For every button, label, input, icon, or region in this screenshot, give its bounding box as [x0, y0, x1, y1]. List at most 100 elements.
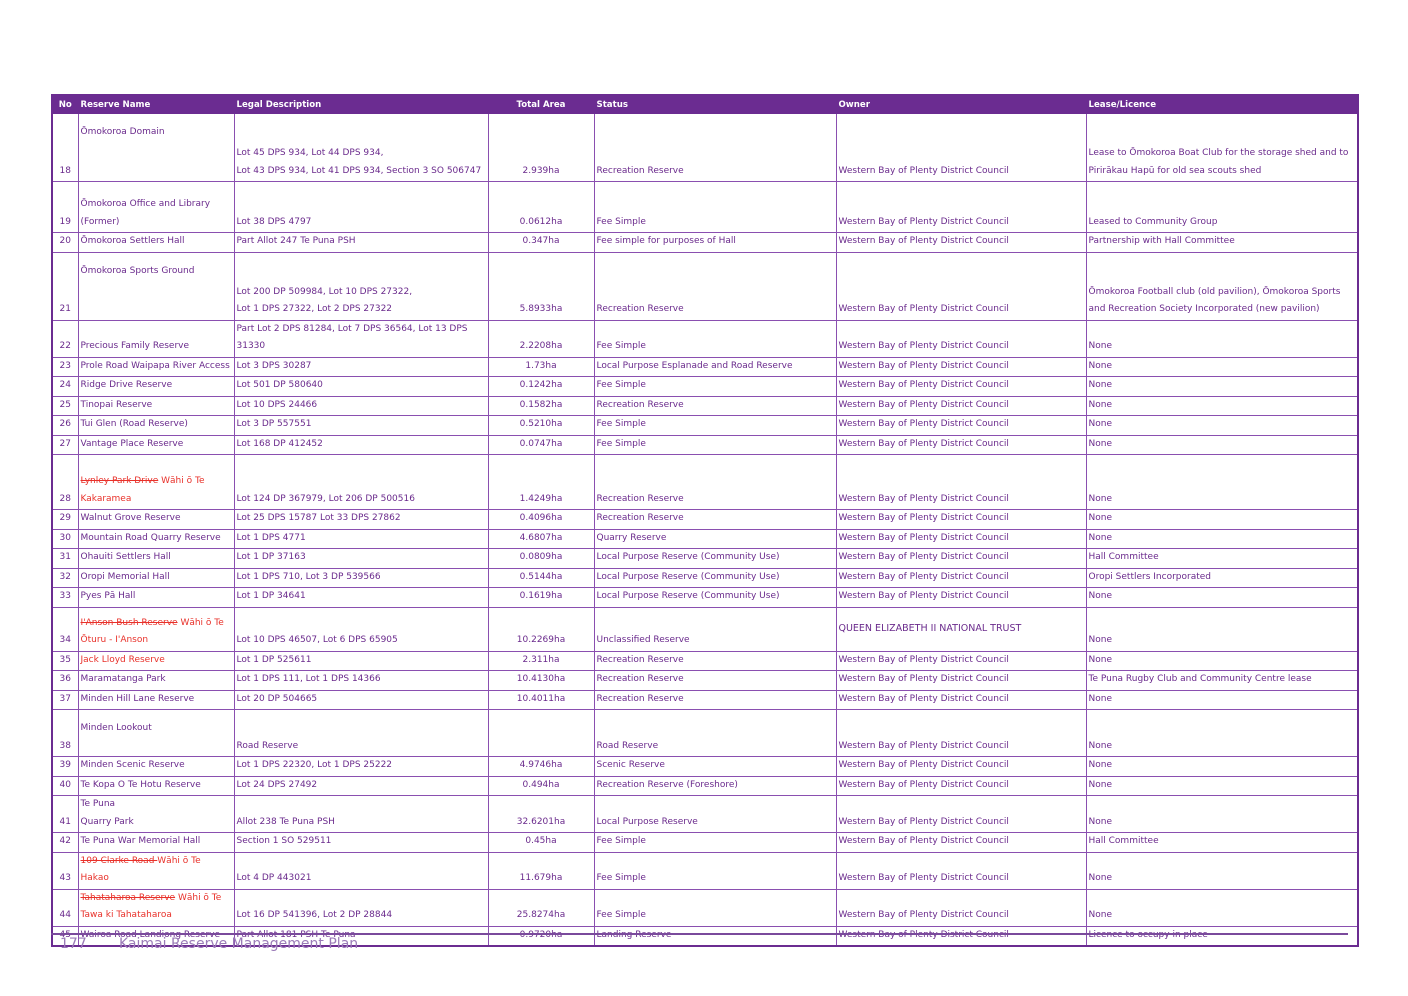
cell-name: Te Kopa O Te Hotu Reserve	[77, 775, 235, 796]
cell-text: 0.5210ha	[519, 419, 563, 429]
cell-area: 0.0612ha	[487, 181, 595, 233]
cell-area: 1.73ha	[487, 356, 595, 377]
cell-status: Recreation Reserve	[593, 509, 837, 530]
cell-legal: Lot 10 DPS 24466	[233, 395, 489, 416]
cell-lease: Leased to Community Group	[1085, 181, 1359, 233]
cell-text: None	[1088, 341, 1112, 351]
cell-owner: Western Bay of Plenty District Council	[835, 775, 1087, 796]
cell-text: Local Purpose Reserve	[596, 816, 698, 827]
cell-text: Lot 10 DPS 46507, Lot 6 DPS 65905	[236, 635, 398, 645]
inserted-text: Wāhi ō Te Ōturu - I'Anson	[80, 617, 224, 646]
column-header: No	[51, 94, 79, 114]
cell-status: Fee Simple	[593, 376, 837, 397]
cell-legal: Lot 24 DPS 27492	[233, 775, 489, 796]
cell-lease: None	[1085, 434, 1359, 455]
cell-text: 27	[59, 438, 71, 449]
cell-owner: Western Bay of Plenty District Council	[835, 756, 1087, 777]
cell-text: Western Bay of Plenty District Council	[838, 910, 1009, 920]
cell-text: 0.1242ha	[519, 380, 563, 390]
cell-legal: Lot 20 DP 504665	[233, 689, 489, 710]
cell-text: 23	[59, 360, 71, 371]
cell-owner: Western Bay of Plenty District Council	[835, 888, 1087, 927]
table-row: 34 I'Anson Bush Reserve Wāhi ō Te Ōturu -…	[51, 606, 1359, 652]
cell-line: Ōmokoroa Football club (old pavilion), Ō…	[1088, 286, 1341, 297]
cell-text: Section 1 SO 529511	[236, 836, 332, 846]
cell-lease: None	[1085, 650, 1359, 671]
table-row: 30 Mountain Road Quarry Reserve Lot 1 DPS …	[51, 528, 1359, 549]
cell-lease: None	[1085, 851, 1359, 890]
cell-text: 44	[59, 910, 71, 920]
cell-owner: Western Bay of Plenty District Council	[835, 587, 1087, 608]
table-body: 18 Ōmokoroa Domain Lot 45 DPS 934, Lot 44 …	[51, 113, 1359, 947]
cell-owner: Western Bay of Plenty District Council	[835, 232, 1087, 253]
cell-no: 24	[51, 376, 79, 397]
cell-area: 0.1242ha	[487, 376, 595, 397]
column-header: Legal Description	[233, 94, 489, 114]
cell-text: Fee simple for purposes of Hall	[596, 236, 736, 246]
cell-text: Walnut Grove Reserve	[80, 513, 181, 523]
cell-legal: Road Reserve	[233, 709, 489, 757]
cell-text: Western Bay of Plenty District Council	[838, 674, 1009, 684]
table-row: 21 Ōmokoroa Sports Ground Lot 200 DP 50998…	[51, 251, 1359, 321]
cell-text: Te Kopa O Te Hotu Reserve	[80, 779, 201, 790]
cell-text: 25	[59, 399, 71, 410]
cell-status: Landing Reserve	[593, 925, 837, 947]
cell-legal: Lot 3 DPS 30287	[233, 356, 489, 377]
cell-text: 29	[59, 513, 71, 523]
cell-text: Minden Scenic Reserve	[80, 760, 185, 770]
cell-text: Hall Committee	[1088, 836, 1159, 846]
cell-text: Recreation Reserve	[596, 304, 684, 314]
cell-text: None	[1088, 591, 1112, 601]
cell-area: 2.939ha	[487, 113, 595, 182]
cell-no: 36	[51, 670, 79, 691]
cell-text: Recreation Reserve	[596, 674, 684, 684]
cell-status: Recreation Reserve	[593, 670, 837, 691]
table-row: 18 Ōmokoroa Domain Lot 45 DPS 934, Lot 44 …	[51, 113, 1359, 182]
cell-text: Fee Simple	[596, 419, 646, 429]
cell-status: Scenic Reserve	[593, 756, 837, 777]
cell-owner: Western Bay of Plenty District Council	[835, 251, 1087, 321]
table-row: 28 Lynley Park Drive Wāhi ō Te Kakaramea L…	[51, 454, 1359, 510]
cell-owner: Western Bay of Plenty District Council	[835, 113, 1087, 182]
cell-area: 0.5210ha	[487, 415, 595, 436]
cell-text: 32.6201ha	[516, 816, 566, 827]
cell-text: Western Bay of Plenty District Council	[838, 591, 1009, 601]
cell-name: Maramatanga Park	[77, 670, 235, 691]
cell-text: 5.8933ha	[519, 304, 563, 314]
cell-status: Fee Simple	[593, 888, 837, 927]
cell-text: 28	[59, 493, 71, 504]
cell-area: 10.4011ha	[487, 689, 595, 710]
cell-text: Hall Committee	[1088, 552, 1159, 562]
cell-text: Lot 24 DPS 27492	[236, 779, 318, 790]
cell-name: Ōmokoroa Settlers Hall	[77, 232, 235, 253]
table-row: 25 Tinopai Reserve Lot 10 DPS 24466 0.1582h…	[51, 395, 1359, 416]
cell-owner: Western Bay of Plenty District Council	[835, 415, 1087, 436]
cell-text: Western Bay of Plenty District Council	[838, 419, 1009, 429]
cell-name: Walnut Grove Reserve	[77, 509, 235, 530]
cell-owner: Western Bay of Plenty District Council	[835, 567, 1087, 588]
cell-lease: None	[1085, 888, 1359, 927]
cell-text: Ōmokoroa Settlers Hall	[80, 236, 185, 246]
cell-legal: Lot 25 DPS 15787 Lot 33 DPS 27862	[233, 509, 489, 530]
cell-name: Ōmokoroa Domain	[77, 113, 235, 182]
cell-text: 11.679ha	[519, 873, 563, 883]
cell-text: Lot 124 DP 367979, Lot 206 DP 500516	[236, 493, 415, 504]
cell-status: Local Purpose Reserve	[593, 795, 837, 833]
cell-legal: Lot 168 DP 412452	[233, 434, 489, 455]
cell-text: 30	[59, 532, 71, 543]
cell-no: 21	[51, 251, 79, 321]
cell-name: Ohauiti Settlers Hall	[77, 548, 235, 569]
cell-legal: Lot 1 DP 34641	[233, 587, 489, 608]
cell-area: 0.5144ha	[487, 567, 595, 588]
cell-text: Maramatanga Park	[80, 674, 166, 684]
cell-status: Fee Simple	[593, 832, 837, 853]
cell-text: None	[1088, 419, 1112, 429]
cell-text: Lot 25 DPS 15787 Lot 33 DPS 27862	[236, 513, 401, 523]
cell-text: Lot 1 DPS 22320, Lot 1 DPS 25222	[236, 760, 393, 770]
cell-text: Western Bay of Plenty District Council	[838, 513, 1009, 523]
cell-text: Fee Simple	[596, 341, 646, 351]
cell-area: 2.2208ha	[487, 319, 595, 358]
cell-text: Western Bay of Plenty District Council	[838, 216, 1009, 227]
cell-text: 25.8274ha	[516, 910, 566, 920]
cell-text: Fee Simple	[596, 380, 646, 390]
